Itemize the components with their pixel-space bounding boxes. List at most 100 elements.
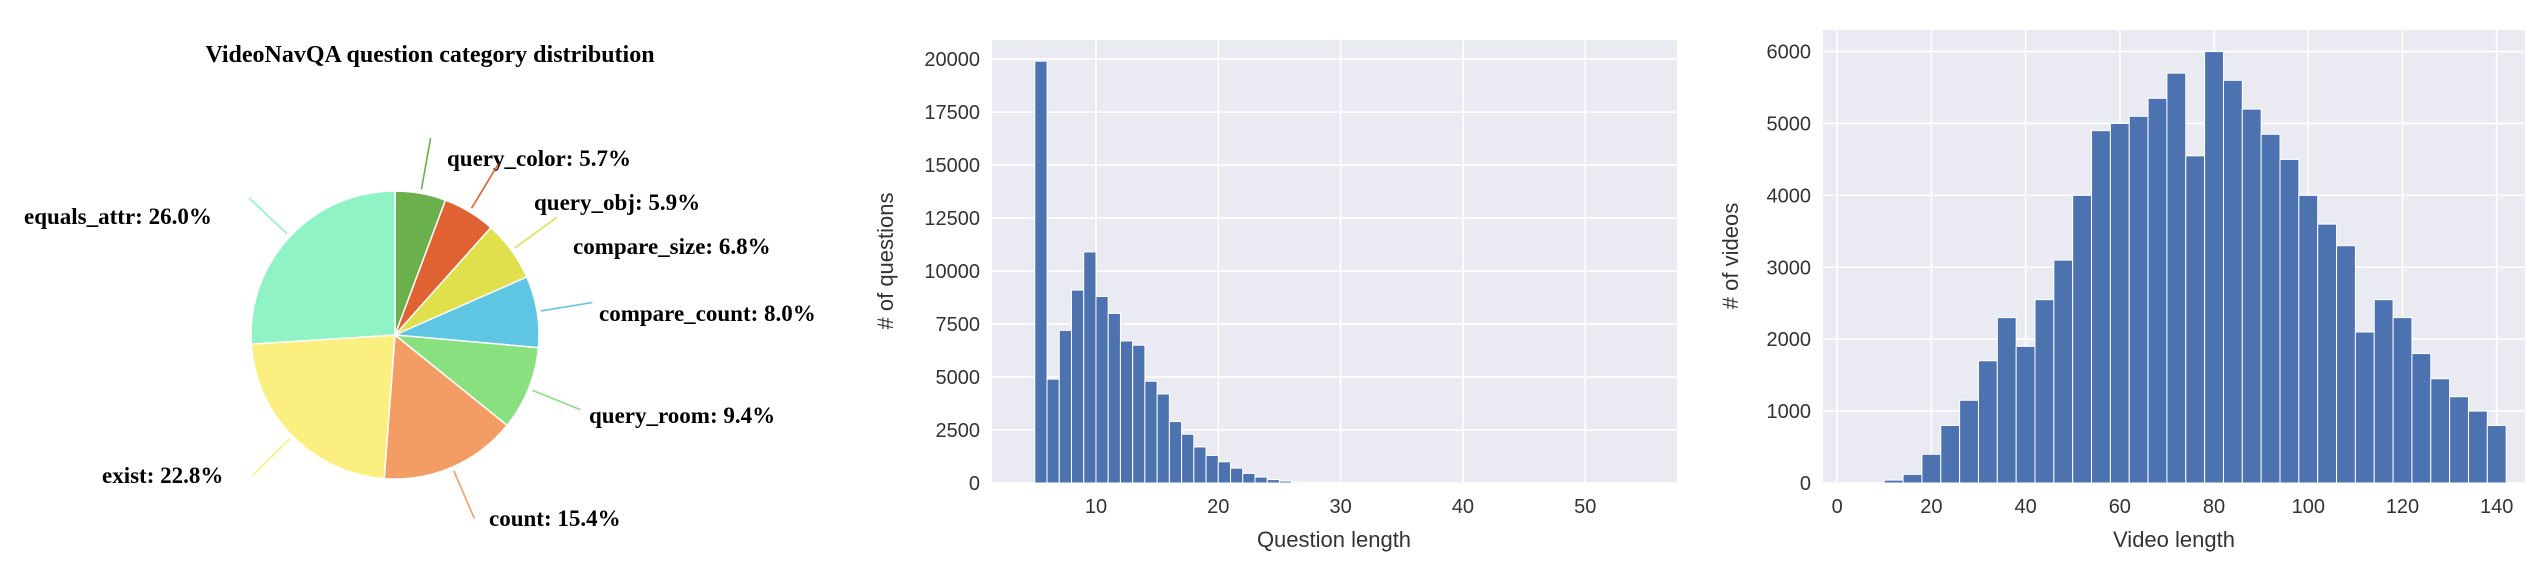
video-bars: [1883, 51, 2507, 484]
pie-label-compare-count: compare_count: 8.0%: [599, 301, 816, 326]
question-y-axis-label: # of questions: [873, 193, 898, 330]
histogram-bar: [2279, 158, 2300, 484]
video-length-histogram: 0 20 40 60 80 100 120 140 0 1000 2000 3000 4000 5000…: [1718, 30, 2525, 552]
x-tick-label: 20: [1920, 496, 1942, 518]
pie-label-query-room: query_room: 9.4%: [589, 403, 775, 428]
x-tick-label: 80: [2203, 496, 2225, 518]
histogram-bar: [2430, 378, 2451, 484]
histogram-bar: [1977, 360, 1998, 484]
histogram-bar: [2411, 353, 2432, 484]
histogram-bar: [1168, 421, 1183, 484]
histogram-bar: [2260, 133, 2281, 484]
histogram-bar: [1291, 481, 1305, 484]
x-tick-label: 100: [2292, 496, 2325, 518]
x-tick-label: 10: [1085, 496, 1107, 518]
pie-slice-equals-attr: [250, 190, 396, 345]
pie-leader-line: [453, 470, 476, 519]
video-y-axis-label: # of videos: [1718, 203, 1743, 309]
histogram-bar: [2486, 424, 2507, 484]
question-x-axis-label: Question length: [1257, 527, 1411, 552]
pie-label-equals-attr: equals_attr: 26.0%: [24, 204, 212, 229]
pie-slice-query-room: [392, 334, 540, 427]
question-length-histogram: 10 20 30 40 50 0 2500 5000 7500 10000 12500 15000 1…: [873, 40, 1677, 552]
histogram-bar: [2317, 223, 2338, 484]
histogram-bar: [2166, 72, 2187, 484]
video-x-axis-label: Video length: [2113, 527, 2235, 552]
x-tick-label: 20: [1207, 496, 1229, 518]
histogram-bar: [1278, 480, 1293, 484]
histogram-bar: [2147, 97, 2168, 484]
y-tick-label: 3000: [1767, 257, 1812, 279]
histogram-bar: [2241, 108, 2262, 484]
histogram-bar: [1242, 472, 1256, 484]
x-tick-label: 0: [1832, 496, 1843, 518]
histogram-bar: [1230, 467, 1244, 484]
histogram-bar: [1921, 453, 1942, 484]
y-tick-label: 2000: [1767, 329, 1812, 351]
histogram-bar: [1902, 473, 1923, 484]
histogram-bar: [2373, 299, 2394, 484]
pie-leader-line: [248, 197, 288, 235]
pie-label-exist: exist: 22.8%: [102, 463, 223, 488]
pie-slice-exist: [250, 334, 396, 480]
y-tick-label: 0: [969, 473, 980, 495]
histogram-bar: [2072, 194, 2093, 484]
pie-label-compare-size: compare_size: 6.8%: [573, 234, 771, 259]
pie-label-count: count: 15.4%: [489, 506, 621, 531]
pie-leader-line: [514, 216, 558, 249]
pie-labels: query_color: 5.7% query_obj: 5.9% compare_…: [24, 138, 816, 531]
pie-slices: [250, 190, 540, 480]
y-tick-label: 0: [1800, 473, 1811, 495]
y-tick-label: 4000: [1767, 185, 1812, 207]
histogram-bar: [1083, 251, 1097, 484]
pie-leader-line: [420, 138, 432, 190]
x-tick-label: 60: [2109, 496, 2131, 518]
histogram-bar: [2128, 115, 2149, 484]
x-tick-label: 30: [1329, 496, 1351, 518]
histogram-bar: [1303, 481, 1317, 484]
histogram-bar: [2185, 155, 2206, 484]
y-tick-label: 7500: [936, 314, 981, 336]
pie-leader-line: [252, 438, 291, 477]
histogram-bar: [2222, 79, 2243, 484]
pie-slice-count: [383, 333, 509, 480]
histogram-bar: [1144, 380, 1158, 484]
histogram-bar: [1205, 454, 1219, 484]
histogram-bar: [1071, 289, 1085, 484]
histogram-bar: [1058, 329, 1073, 484]
y-tick-label: 5000: [1767, 113, 1812, 135]
x-tick-label: 120: [2386, 496, 2419, 518]
pie-leader-line: [540, 301, 593, 312]
pie-label-query-color: query_color: 5.7%: [447, 146, 631, 171]
pie-label-query-obj: query_obj: 5.9%: [534, 190, 700, 215]
x-tick-label: 40: [1452, 496, 1474, 518]
histogram-bar: [2336, 245, 2356, 484]
y-tick-label: 12500: [924, 208, 980, 230]
histogram-bar: [1959, 399, 1979, 484]
histogram-bar: [1046, 378, 1060, 484]
y-tick-label: 6000: [1767, 42, 1812, 64]
y-tick-label: 20000: [924, 49, 980, 71]
histogram-bar: [1883, 479, 1904, 484]
x-tick-label: 50: [1574, 496, 1596, 518]
question-bars: [1034, 60, 1354, 484]
histogram-bar: [2109, 122, 2130, 484]
pie-title: VideoNavQA question category distributio…: [205, 42, 654, 68]
pie-leader-line: [531, 389, 581, 411]
pie-leader-line: [470, 163, 500, 209]
histogram-bar: [1034, 60, 1048, 484]
histogram-bar: [2091, 130, 2111, 484]
question-y-tick-labels: 0 2500 5000 7500 10000 12500 15000 17500 20000: [924, 49, 980, 495]
histogram-bar: [1156, 393, 1170, 484]
histogram-bar: [1132, 344, 1146, 484]
histogram-bar: [1193, 446, 1207, 484]
video-y-tick-labels: 0 1000 2000 3000 4000 5000 6000: [1767, 42, 1812, 495]
histogram-bar: [2392, 317, 2413, 484]
question-x-tick-labels: 10 20 30 40 50: [1085, 496, 1597, 518]
histogram-bar: [2354, 331, 2375, 484]
histogram-bar: [2467, 410, 2488, 484]
histogram-bar: [2204, 51, 2224, 484]
histogram-bar: [1996, 317, 2017, 484]
y-tick-label: 15000: [924, 155, 980, 177]
